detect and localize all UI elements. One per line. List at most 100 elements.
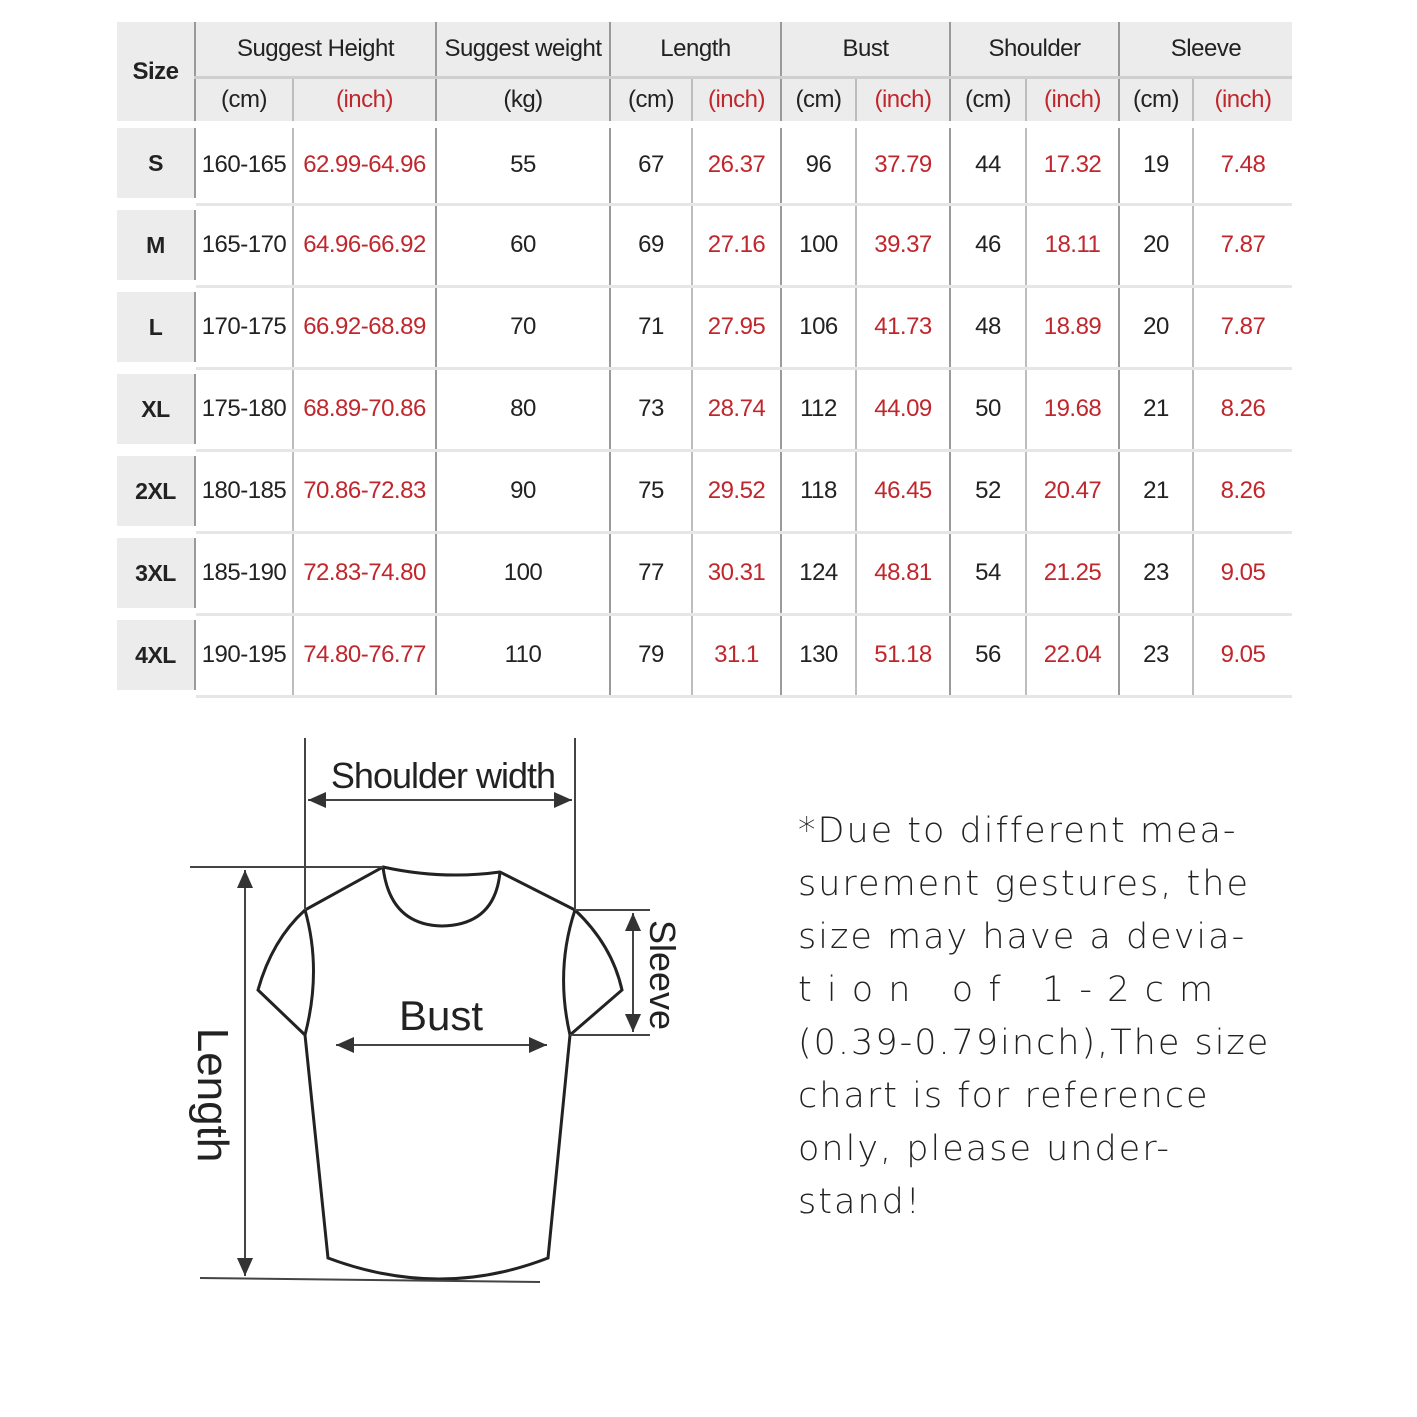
table-row: 4XL 190-195 74.80-76.77 110 79 31.1 130 51.18 56…	[117, 614, 1292, 702]
group-header: Sleeve	[1118, 22, 1292, 79]
size-cell: M	[117, 204, 195, 292]
table-row: 2XL 180-185 70.86-72.83 90 75 29.52 118 46.45 52…	[117, 450, 1292, 538]
value-cell: 18.11	[1025, 204, 1119, 288]
table-row: L 170-175 66.92-68.89 70 71 27.95 106 41.73 48 18…	[117, 286, 1292, 374]
size-cell: XL	[117, 368, 195, 456]
value-cell: 27.16	[691, 204, 781, 288]
value-cell: 31.1	[691, 614, 781, 698]
value-cell: 9.05	[1192, 614, 1292, 698]
bust-label: Bust	[399, 992, 483, 1039]
size-cell: 4XL	[117, 614, 195, 702]
disclaimer-line: size may have a devia-	[798, 917, 1247, 957]
disclaimer-line: t i o n o f 1 - 2 c m	[798, 970, 1216, 1010]
value-cell: 51.18	[855, 614, 950, 698]
value-cell: 44.09	[855, 368, 950, 452]
disclaimer-line: stand!	[798, 1182, 922, 1222]
value-cell: 75	[609, 450, 692, 534]
value-cell: 21	[1118, 368, 1193, 452]
value-cell: 100	[435, 532, 610, 616]
value-cell: 37.79	[855, 128, 950, 206]
header-row-units: (cm) (inch) (kg) (cm) (inch) (cm) (inch) (cm) (i…	[117, 77, 1292, 121]
value-cell: 106	[780, 286, 856, 370]
value-cell: 110	[435, 614, 610, 698]
value-cell: 185-190	[194, 532, 293, 616]
length-label: Length	[188, 1028, 237, 1163]
value-cell: 20	[1118, 204, 1193, 288]
value-cell: 165-170	[194, 204, 293, 288]
value-cell: 170-175	[194, 286, 293, 370]
value-cell: 60	[435, 204, 610, 288]
value-cell: 52	[949, 450, 1026, 534]
value-cell: 44	[949, 128, 1026, 206]
value-cell: 20.47	[1025, 450, 1119, 534]
table-row: 3XL 185-190 72.83-74.80 100 77 30.31 124 48.81 5…	[117, 532, 1292, 620]
value-cell: 22.04	[1025, 614, 1119, 698]
value-cell: 39.37	[855, 204, 950, 288]
value-cell: 70.86-72.83	[292, 450, 436, 534]
size-cell: L	[117, 286, 195, 374]
unit-header: (cm)	[609, 77, 692, 121]
value-cell: 27.95	[691, 286, 781, 370]
value-cell: 118	[780, 450, 856, 534]
value-cell: 56	[949, 614, 1026, 698]
unit-header: (cm)	[194, 77, 293, 121]
value-cell: 112	[780, 368, 856, 452]
value-cell: 23	[1118, 614, 1193, 698]
value-cell: 73	[609, 368, 692, 452]
value-cell: 46	[949, 204, 1026, 288]
value-cell: 190-195	[194, 614, 293, 698]
value-cell: 17.32	[1025, 128, 1119, 206]
value-cell: 8.26	[1192, 450, 1292, 534]
sleeve-label: Sleeve	[642, 920, 683, 1030]
value-cell: 130	[780, 614, 856, 698]
size-header: Size	[117, 22, 195, 121]
group-header: Suggest weight	[435, 22, 610, 79]
value-cell: 8.26	[1192, 368, 1292, 452]
value-cell: 23	[1118, 532, 1193, 616]
value-cell: 66.92-68.89	[292, 286, 436, 370]
disclaimer-line: *Due to different mea-	[798, 811, 1238, 851]
value-cell: 28.74	[691, 368, 781, 452]
unit-header: (cm)	[949, 77, 1026, 121]
unit-header: (inch)	[1025, 77, 1119, 121]
size-chart-table: Size Suggest Height Suggest weight Lengt…	[117, 22, 1292, 702]
header-row-groups: Size Suggest Height Suggest weight Lengt…	[117, 22, 1292, 121]
value-cell: 54	[949, 532, 1026, 616]
value-cell: 180-185	[194, 450, 293, 534]
value-cell: 21.25	[1025, 532, 1119, 616]
value-cell: 48	[949, 286, 1026, 370]
unit-header: (inch)	[1192, 77, 1292, 121]
value-cell: 26.37	[691, 128, 781, 206]
value-cell: 46.45	[855, 450, 950, 534]
group-header: Shoulder	[949, 22, 1119, 79]
value-cell: 30.31	[691, 532, 781, 616]
size-cell: 3XL	[117, 532, 195, 620]
table-row: S 160-165 62.99-64.96 55 67 26.37 96 37.79 44 17.…	[117, 128, 1292, 210]
disclaimer-line: surement gestures, the	[798, 864, 1250, 904]
measurement-lines	[190, 738, 650, 1283]
value-cell: 96	[780, 128, 856, 206]
unit-header: (kg)	[435, 77, 610, 121]
value-cell: 79	[609, 614, 692, 698]
value-cell: 124	[780, 532, 856, 616]
value-cell: 100	[780, 204, 856, 288]
table-row: M 165-170 64.96-66.92 60 69 27.16 100 39.37 46 18…	[117, 204, 1292, 292]
disclaimer-line: chart is for reference	[798, 1076, 1210, 1116]
value-cell: 55	[435, 128, 610, 206]
disclaimer-line: (0.39-0.79inch),The size	[798, 1023, 1271, 1063]
disclaimer-line: only, please under-	[798, 1129, 1171, 1169]
value-cell: 70	[435, 286, 610, 370]
value-cell: 80	[435, 368, 610, 452]
measurement-disclaimer: *Due to different mea-surement gestures,…	[798, 805, 1270, 1229]
value-cell: 7.48	[1192, 128, 1292, 206]
value-cell: 160-165	[194, 128, 293, 206]
value-cell: 50	[949, 368, 1026, 452]
value-cell: 21	[1118, 450, 1193, 534]
value-cell: 29.52	[691, 450, 781, 534]
value-cell: 69	[609, 204, 692, 288]
value-cell: 19	[1118, 128, 1193, 206]
value-cell: 64.96-66.92	[292, 204, 436, 288]
value-cell: 19.68	[1025, 368, 1119, 452]
group-header: Length	[609, 22, 781, 79]
value-cell: 67	[609, 128, 692, 206]
